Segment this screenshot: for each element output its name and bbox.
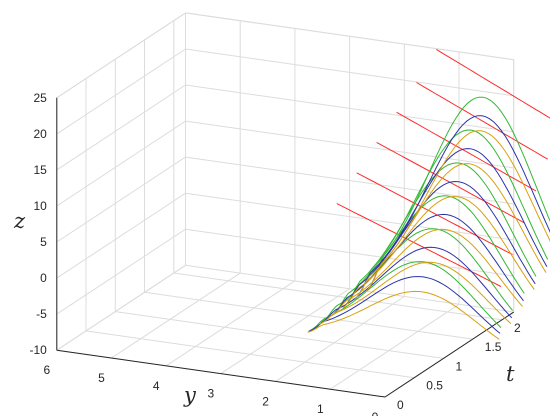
z-tick-label: 15 — [33, 163, 47, 177]
z-tick-label: 20 — [33, 127, 47, 141]
grid-line — [185, 120, 514, 169]
t-tick-label: 0.5 — [426, 379, 443, 393]
curve-orange — [330, 228, 523, 317]
grid-line — [144, 291, 473, 340]
grid-line — [56, 228, 186, 315]
curve-green — [332, 195, 525, 315]
grid-line — [56, 48, 186, 135]
grid-line — [56, 192, 186, 279]
y-tick-label: 1 — [317, 402, 324, 416]
data-curves — [307, 48, 550, 340]
grid-line — [56, 84, 186, 171]
grid-line — [56, 264, 186, 351]
back-wall-left — [57, 15, 190, 350]
curve-red — [396, 111, 537, 192]
curve-red — [336, 203, 502, 287]
grid-line — [56, 12, 186, 99]
t-tick-label: 0 — [397, 398, 404, 412]
y-tick-label: 0 — [372, 410, 379, 416]
t-axis-label: t — [506, 362, 515, 386]
curve-red — [416, 82, 548, 160]
y-tick-label: 4 — [153, 379, 160, 393]
grid-line — [185, 156, 514, 205]
grid-line — [275, 296, 405, 382]
t-tick-label: 2 — [514, 321, 521, 335]
curve-blue — [308, 276, 501, 334]
grid-line — [185, 12, 514, 61]
y-tick-label: 5 — [98, 371, 105, 385]
curve-orange — [342, 195, 535, 309]
grid-line — [220, 288, 350, 375]
z-axis-label: z — [13, 209, 26, 233]
t-tick-label: 1 — [456, 359, 463, 373]
curve-orange — [319, 261, 512, 325]
t-tick-label: 1.5 — [485, 340, 502, 354]
grid-line — [56, 156, 186, 243]
curve-orange — [307, 290, 500, 340]
curve-green — [367, 96, 550, 291]
z-tick-label: -10 — [29, 343, 47, 357]
grid-line — [185, 84, 514, 133]
curve-green — [344, 162, 537, 307]
z-tick-label: 10 — [33, 199, 47, 213]
grid-line — [56, 120, 186, 207]
grid-line — [115, 311, 444, 359]
curve-green — [309, 261, 502, 332]
grid-line — [85, 330, 415, 379]
y-tick-label: 3 — [208, 387, 215, 401]
curve-blue — [355, 148, 548, 300]
curve-blue — [320, 246, 513, 324]
grid-line — [173, 272, 503, 321]
curve-orange — [354, 163, 547, 301]
grid-line — [165, 280, 296, 367]
grid-line — [330, 303, 460, 390]
y-axis-line — [56, 349, 386, 398]
y-tick-label: 2 — [262, 394, 269, 408]
z-tick-label: 5 — [40, 235, 47, 249]
z-tick-label: -5 — [36, 307, 47, 321]
t-axis-line — [384, 311, 514, 398]
grid-line — [111, 272, 241, 359]
curve-red — [356, 172, 513, 256]
grid-line — [185, 48, 514, 97]
grid-line — [185, 228, 514, 277]
z-tick-label: 0 — [40, 271, 47, 285]
back-planes — [57, 15, 190, 350]
grid-line — [185, 192, 514, 241]
axes — [56, 97, 514, 398]
z-tick-label: 25 — [33, 91, 47, 105]
grid-lines — [56, 12, 515, 398]
y-axis-label: y — [183, 383, 197, 407]
curve-red — [436, 48, 550, 119]
y-tick-label: 6 — [43, 363, 50, 377]
curve-blue — [343, 180, 536, 308]
